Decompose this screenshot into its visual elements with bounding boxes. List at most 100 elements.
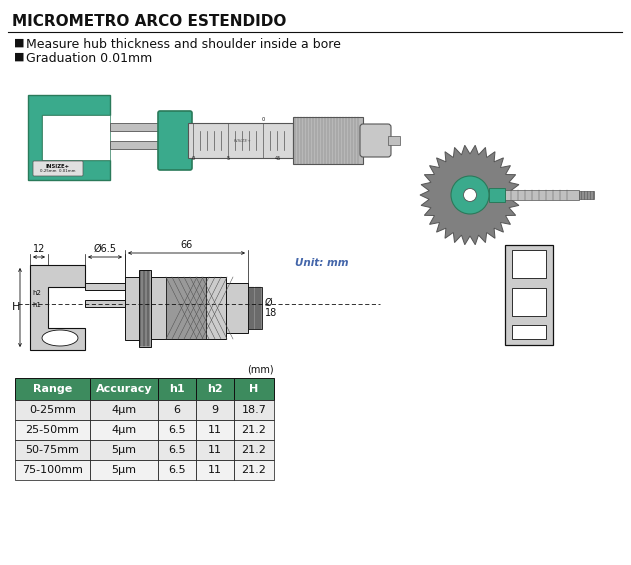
- Bar: [15, 460, 90, 480]
- Text: 4μm: 4μm: [112, 425, 136, 435]
- FancyBboxPatch shape: [360, 124, 391, 157]
- Text: 6.5: 6.5: [168, 465, 186, 475]
- Bar: [388, 136, 400, 145]
- Text: 0-25mm  0.01mm: 0-25mm 0.01mm: [40, 169, 76, 173]
- Text: ■: ■: [14, 38, 25, 48]
- Bar: [234, 440, 274, 460]
- Bar: [90, 460, 158, 480]
- Text: h1: h1: [32, 302, 41, 308]
- Text: Measure hub thickness and shoulder inside a bore: Measure hub thickness and shoulder insid…: [26, 38, 341, 51]
- Bar: [90, 440, 158, 460]
- Bar: [196, 460, 234, 480]
- Polygon shape: [30, 265, 85, 350]
- Text: 6.5: 6.5: [168, 425, 186, 435]
- Text: 50-75mm: 50-75mm: [26, 445, 80, 455]
- Text: Ø6.5: Ø6.5: [93, 244, 117, 254]
- Text: Ø
18: Ø 18: [265, 298, 277, 318]
- Bar: [90, 378, 158, 400]
- Text: 18.7: 18.7: [242, 405, 266, 415]
- Text: 66: 66: [180, 240, 192, 250]
- Bar: [579, 191, 594, 199]
- Text: 21.2: 21.2: [242, 425, 266, 435]
- Text: 6: 6: [174, 405, 180, 415]
- Text: 6.5: 6.5: [168, 445, 186, 455]
- Circle shape: [464, 189, 476, 202]
- Text: 11: 11: [208, 425, 222, 435]
- Text: (mm): (mm): [247, 365, 274, 375]
- Bar: [196, 420, 234, 440]
- Text: 0: 0: [261, 117, 264, 122]
- Text: MICROMETRO ARCO ESTENDIDO: MICROMETRO ARCO ESTENDIDO: [12, 14, 286, 29]
- Text: h2: h2: [207, 384, 223, 394]
- Bar: [196, 378, 234, 400]
- Bar: [85, 283, 125, 290]
- Polygon shape: [42, 330, 78, 346]
- Bar: [226, 283, 248, 333]
- Text: Range: Range: [33, 384, 72, 394]
- Text: h1: h1: [169, 384, 185, 394]
- Bar: [234, 460, 274, 480]
- Bar: [293, 117, 363, 164]
- Text: 21.2: 21.2: [242, 445, 266, 455]
- Bar: [125, 277, 139, 340]
- FancyBboxPatch shape: [33, 161, 83, 176]
- Bar: [158, 420, 196, 440]
- Text: INSIZE+: INSIZE+: [46, 164, 70, 169]
- Text: Unit: mm: Unit: mm: [295, 258, 348, 268]
- FancyBboxPatch shape: [158, 111, 192, 170]
- Text: 11: 11: [208, 465, 222, 475]
- Bar: [512, 250, 546, 278]
- Text: 0-25mm: 0-25mm: [29, 405, 76, 415]
- Bar: [158, 440, 196, 460]
- Text: 12: 12: [33, 244, 45, 254]
- Bar: [110, 141, 165, 149]
- Text: 45: 45: [275, 156, 281, 161]
- Text: 4μm: 4μm: [112, 405, 136, 415]
- Text: 0: 0: [191, 156, 194, 161]
- Bar: [15, 378, 90, 400]
- Bar: [489, 190, 579, 200]
- Bar: [139, 270, 151, 347]
- Bar: [158, 378, 196, 400]
- Polygon shape: [28, 95, 110, 180]
- Text: 5μm: 5μm: [112, 445, 136, 455]
- Text: ■: ■: [14, 52, 25, 62]
- Text: 11: 11: [208, 445, 222, 455]
- Bar: [196, 400, 234, 420]
- Bar: [512, 288, 546, 316]
- Bar: [234, 420, 274, 440]
- Circle shape: [451, 176, 489, 214]
- Polygon shape: [420, 145, 520, 245]
- Bar: [489, 188, 505, 202]
- Bar: [196, 440, 234, 460]
- Text: Accuracy: Accuracy: [96, 384, 152, 394]
- Bar: [42, 115, 110, 160]
- Bar: [15, 420, 90, 440]
- Text: H: H: [12, 302, 20, 312]
- Bar: [166, 277, 206, 339]
- Text: H: H: [249, 384, 259, 394]
- Text: Graduation 0.01mm: Graduation 0.01mm: [26, 52, 152, 65]
- Bar: [234, 400, 274, 420]
- Bar: [151, 277, 226, 339]
- Text: 5μm: 5μm: [112, 465, 136, 475]
- Bar: [188, 123, 293, 158]
- Bar: [85, 300, 125, 307]
- Text: h2: h2: [32, 290, 41, 296]
- Text: 5: 5: [227, 156, 230, 161]
- Bar: [110, 123, 165, 131]
- Bar: [234, 378, 274, 400]
- Text: 21.2: 21.2: [242, 465, 266, 475]
- Text: 25-50mm: 25-50mm: [26, 425, 80, 435]
- Bar: [512, 325, 546, 339]
- Bar: [90, 420, 158, 440]
- Text: 9: 9: [211, 405, 218, 415]
- Bar: [90, 400, 158, 420]
- Bar: [158, 460, 196, 480]
- Bar: [248, 287, 262, 329]
- Bar: [15, 440, 90, 460]
- Bar: [505, 245, 553, 345]
- Bar: [15, 400, 90, 420]
- Text: 75-100mm: 75-100mm: [22, 465, 83, 475]
- Bar: [158, 400, 196, 420]
